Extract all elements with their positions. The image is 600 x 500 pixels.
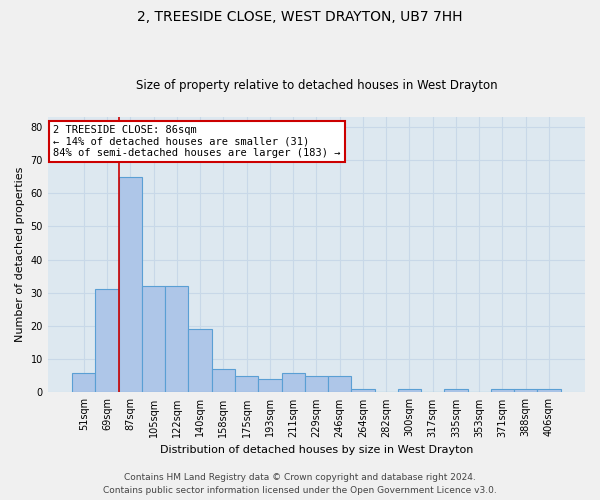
Text: 2 TREESIDE CLOSE: 86sqm
← 14% of detached houses are smaller (31)
84% of semi-de: 2 TREESIDE CLOSE: 86sqm ← 14% of detache…	[53, 125, 341, 158]
Bar	[281, 372, 305, 392]
Bar	[514, 389, 538, 392]
Bar	[398, 389, 421, 392]
Bar	[351, 389, 374, 392]
Bar	[72, 372, 95, 392]
Bar	[538, 389, 560, 392]
Text: Contains HM Land Registry data © Crown copyright and database right 2024.
Contai: Contains HM Land Registry data © Crown c…	[103, 474, 497, 495]
Bar	[95, 290, 119, 393]
Bar	[119, 176, 142, 392]
Bar	[305, 376, 328, 392]
Bar	[188, 330, 212, 392]
Bar	[258, 379, 281, 392]
Bar	[328, 376, 351, 392]
Y-axis label: Number of detached properties: Number of detached properties	[15, 167, 25, 342]
Bar	[445, 389, 467, 392]
Bar	[142, 286, 165, 393]
Bar	[491, 389, 514, 392]
X-axis label: Distribution of detached houses by size in West Drayton: Distribution of detached houses by size …	[160, 445, 473, 455]
Title: Size of property relative to detached houses in West Drayton: Size of property relative to detached ho…	[136, 79, 497, 92]
Bar	[165, 286, 188, 393]
Bar	[235, 376, 258, 392]
Bar	[212, 369, 235, 392]
Text: 2, TREESIDE CLOSE, WEST DRAYTON, UB7 7HH: 2, TREESIDE CLOSE, WEST DRAYTON, UB7 7HH	[137, 10, 463, 24]
